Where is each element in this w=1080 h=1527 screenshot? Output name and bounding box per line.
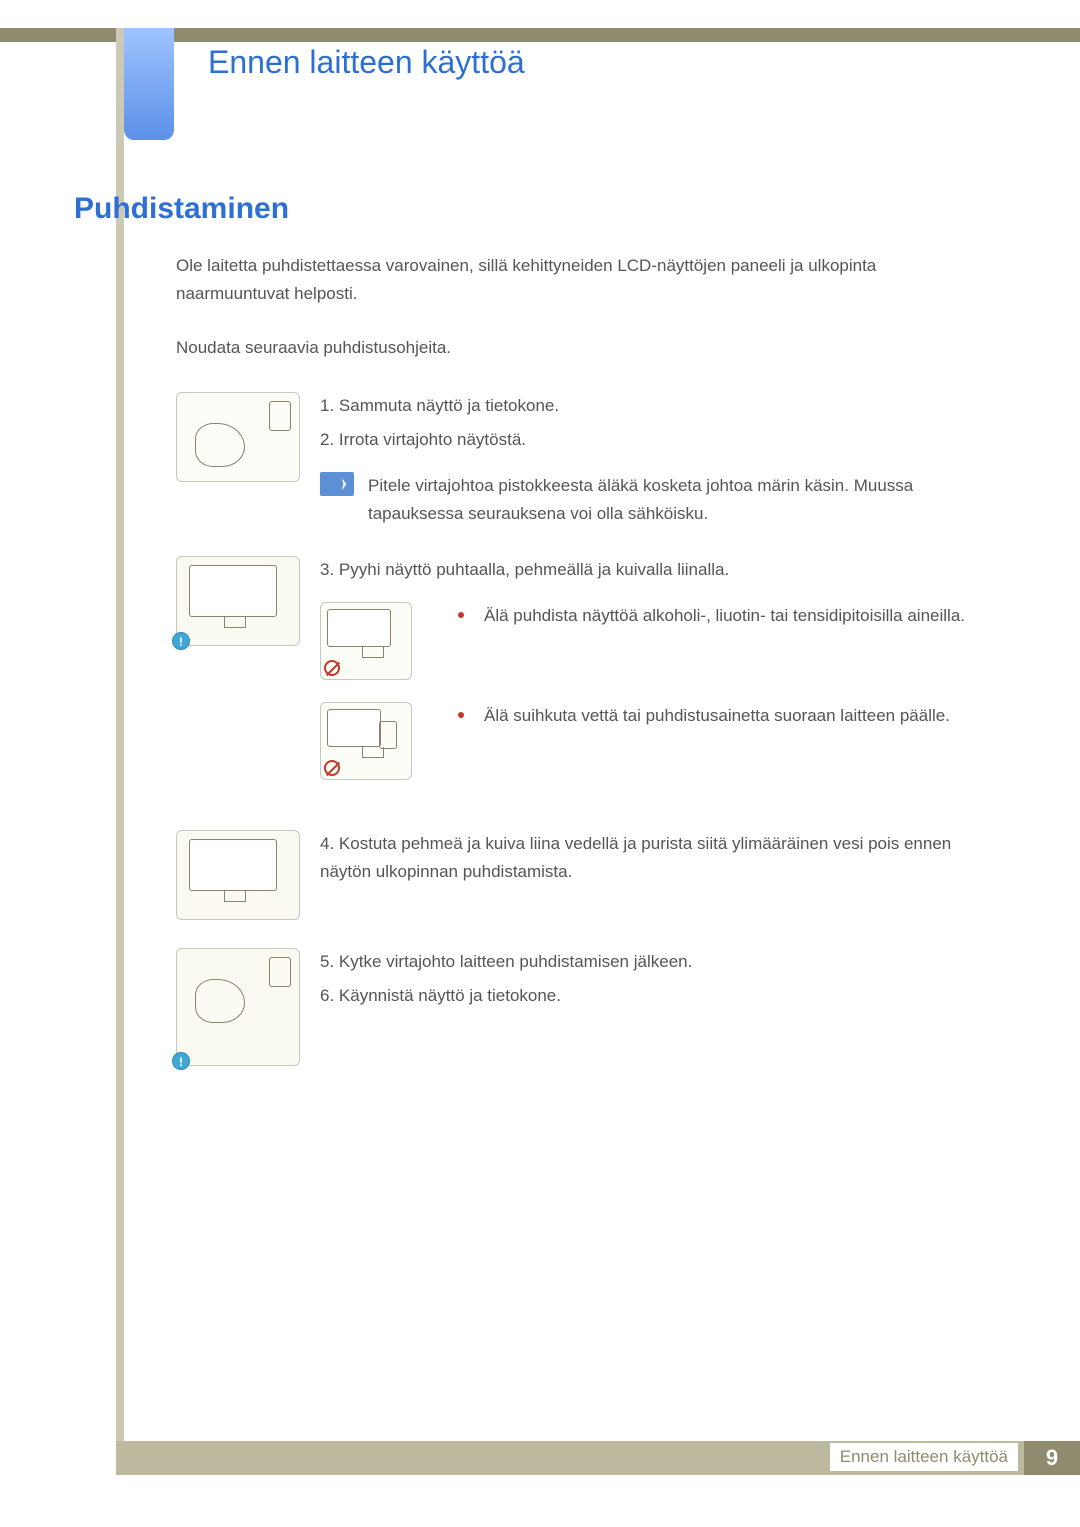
illus-no-chemical — [320, 602, 412, 680]
note-row: Pitele virtajohtoa pistokkeesta äläkä ko… — [320, 472, 986, 528]
warn-1-text-wrap: Älä puhdista näyttöä alkoholi-, liuotin-… — [438, 602, 986, 630]
intro-text: Ole laitetta puhdistettaessa varovainen,… — [176, 252, 986, 308]
illus-no-spray — [320, 702, 412, 780]
step-3-body: 3. Pyyhi näyttö puhtaalla, pehmeällä ja … — [320, 556, 986, 802]
page-number: 9 — [1024, 1441, 1080, 1475]
bullet-icon — [458, 612, 464, 618]
note-icon — [320, 472, 354, 496]
step-4-row: 4. Kostuta pehmeä ja kuiva liina vedellä… — [176, 830, 986, 920]
chapter-tab — [124, 28, 174, 140]
step-1-2-body: 1. Sammuta näyttö ja tietokone. 2. Irrot… — [320, 392, 986, 528]
step-3-text: 3. Pyyhi näyttö puhtaalla, pehmeällä ja … — [320, 556, 986, 584]
illus-frame — [176, 948, 300, 1066]
warn-2-text-wrap: Älä suihkuta vettä tai puhdistusainetta … — [438, 702, 986, 730]
left-strip — [116, 28, 124, 1444]
illus-frame — [176, 830, 300, 920]
step-5-6-body: 5. Kytke virtajohto laitteen puhdistamis… — [320, 948, 986, 1016]
step-2-text: 2. Irrota virtajohto näytöstä. — [320, 426, 986, 454]
illus-frame — [176, 556, 300, 646]
step-4-body: 4. Kostuta pehmeä ja kuiva liina vedellä… — [320, 830, 986, 892]
step-5-text: 5. Kytke virtajohto laitteen puhdistamis… — [320, 948, 986, 976]
content-area: Ole laitetta puhdistettaessa varovainen,… — [176, 252, 986, 1094]
illus-damp-cloth — [176, 830, 300, 920]
info-badge-icon — [172, 1052, 190, 1070]
step-5-6-row: 5. Kytke virtajohto laitteen puhdistamis… — [176, 948, 986, 1066]
step-3-warnings: Älä puhdista näyttöä alkoholi-, liuotin-… — [320, 602, 986, 780]
step-4-text: 4. Kostuta pehmeä ja kuiva liina vedellä… — [320, 830, 986, 886]
chapter-title: Ennen laitteen käyttöä — [208, 44, 525, 81]
note-text: Pitele virtajohtoa pistokkeesta äläkä ko… — [368, 472, 986, 528]
footer-label: Ennen laitteen käyttöä — [830, 1443, 1018, 1471]
info-badge-icon — [172, 632, 190, 650]
step-3-row: 3. Pyyhi näyttö puhtaalla, pehmeällä ja … — [176, 556, 986, 802]
warn-1-row: Älä puhdista näyttöä alkoholi-, liuotin-… — [320, 602, 986, 680]
section-title: Puhdistaminen — [74, 192, 289, 226]
illus-plug-in — [176, 948, 300, 1066]
step-1-2-row: 1. Sammuta näyttö ja tietokone. 2. Irrot… — [176, 392, 986, 528]
step-1-text: 1. Sammuta näyttö ja tietokone. — [320, 392, 986, 420]
illus-unplug — [176, 392, 300, 482]
warn-2-row: Älä suihkuta vettä tai puhdistusainetta … — [320, 702, 986, 780]
illus-frame — [176, 392, 300, 482]
bullet-icon — [458, 712, 464, 718]
step-6-text: 6. Käynnistä näyttö ja tietokone. — [320, 982, 986, 1010]
subintro-text: Noudata seuraavia puhdistusohjeita. — [176, 334, 986, 362]
illus-wipe — [176, 556, 300, 646]
warn-2-text: Älä suihkuta vettä tai puhdistusainetta … — [484, 702, 950, 730]
warn-1-text: Älä puhdista näyttöä alkoholi-, liuotin-… — [484, 602, 965, 630]
